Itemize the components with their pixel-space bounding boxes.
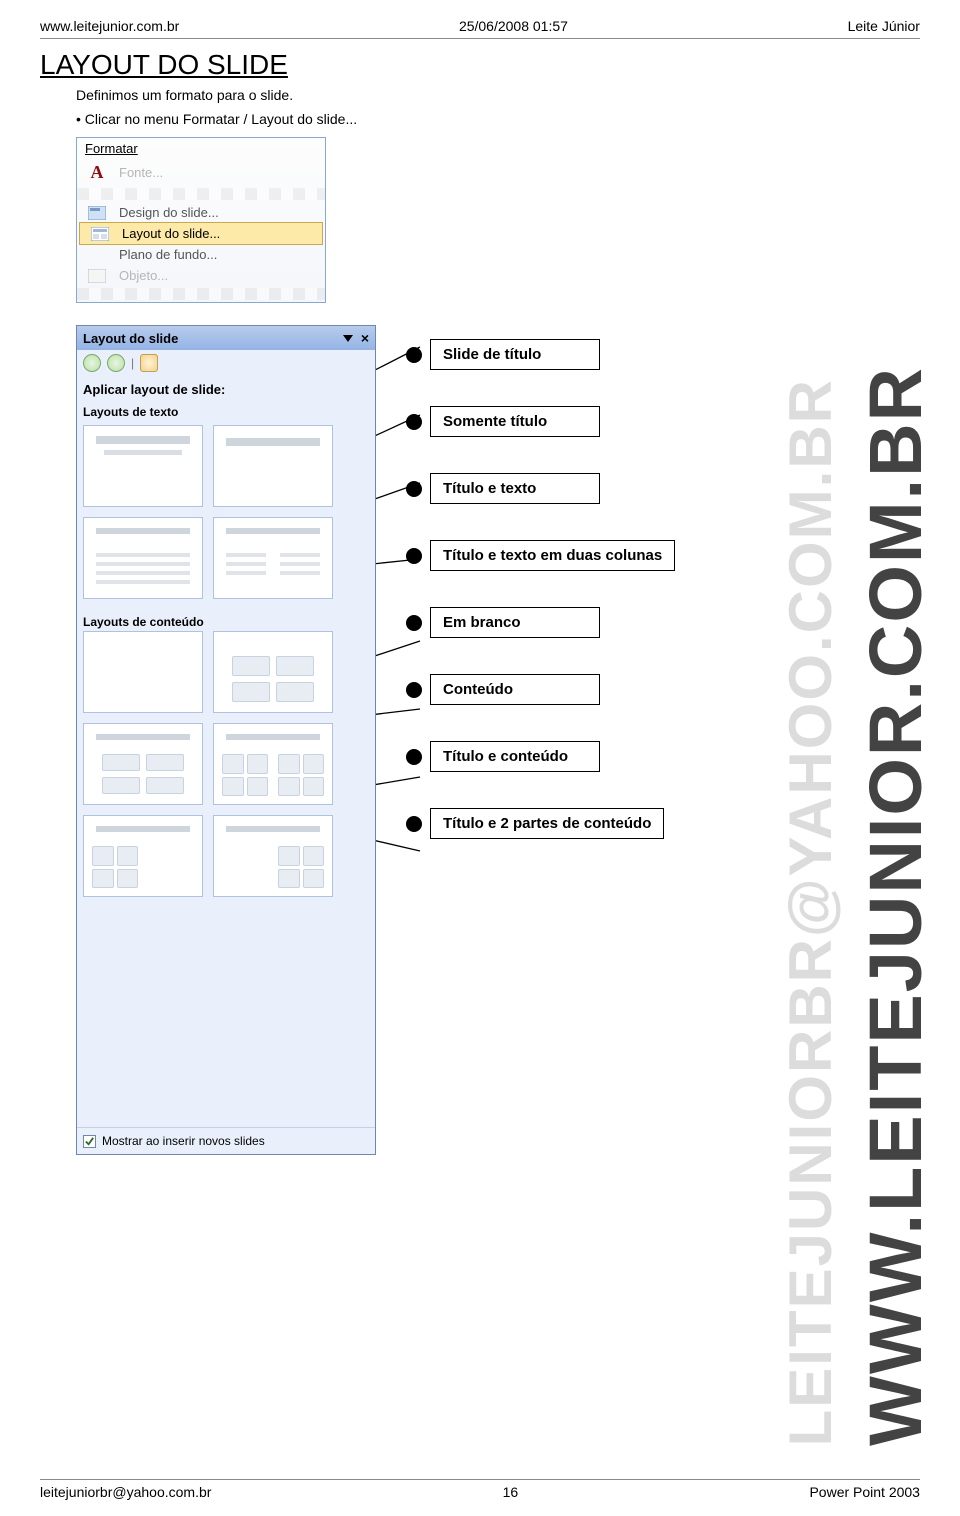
menu-item-fonte[interactable]: A Fonte...	[77, 159, 325, 186]
callout-slide-titulo: Slide de título	[430, 339, 600, 370]
menu-label: Plano de fundo...	[119, 247, 217, 262]
intro-text: Definimos um formato para o slide.	[76, 87, 920, 103]
design-icon	[83, 206, 111, 220]
menu-label: Layout do slide...	[122, 226, 220, 241]
layout-slide-titulo[interactable]	[83, 425, 203, 507]
callout-dot	[406, 816, 422, 832]
group-content-layouts: Layouts de conteúdo	[83, 609, 369, 631]
callout-dot	[406, 414, 422, 430]
task-pane-title: Layout do slide	[83, 331, 178, 346]
menu-separator	[77, 288, 325, 300]
menu-label: Fonte...	[119, 165, 163, 180]
footer-center: 16	[503, 1484, 519, 1500]
footer-right: Power Point 2003	[809, 1484, 920, 1500]
nav-back-icon[interactable]	[83, 354, 101, 372]
close-icon[interactable]: ×	[361, 330, 369, 346]
format-menu: Formatar A Fonte... Design do slide... L…	[76, 137, 326, 303]
nav-forward-icon[interactable]	[107, 354, 125, 372]
layout-icon	[86, 227, 114, 241]
page-title: LAYOUT DO SLIDE	[40, 49, 920, 81]
layout-em-branco[interactable]	[83, 631, 203, 713]
layout-conteudo[interactable]	[213, 631, 333, 713]
format-menu-title: Formatar	[77, 138, 325, 159]
menu-item-layout[interactable]: Layout do slide...	[79, 222, 323, 245]
apply-heading: Aplicar layout de slide:	[77, 376, 375, 399]
page-footer: leitejuniorbr@yahoo.com.br 16 Power Poin…	[40, 1479, 920, 1500]
callout-dot	[406, 548, 422, 564]
page-header: www.leitejunior.com.br 25/06/2008 01:57 …	[40, 18, 920, 39]
callout-dot	[406, 615, 422, 631]
layout-titulo-texto[interactable]	[83, 517, 203, 599]
dropdown-icon[interactable]	[343, 335, 353, 342]
nav-home-icon[interactable]	[140, 354, 158, 372]
menu-separator	[77, 188, 325, 200]
menu-label: Objeto...	[119, 268, 168, 283]
menu-label: Design do slide...	[119, 205, 219, 220]
header-right: Leite Júnior	[848, 18, 920, 34]
show-checkbox-label: Mostrar ao inserir novos slides	[102, 1134, 265, 1148]
layout-titulo-2partes[interactable]	[213, 723, 333, 805]
layout-titulo-texto-2col[interactable]	[213, 517, 333, 599]
layout-area: Layout do slide × | Aplicar layout de sl…	[76, 325, 920, 1165]
menu-item-design[interactable]: Design do slide...	[77, 202, 325, 223]
menu-item-objeto[interactable]: Objeto...	[77, 265, 325, 286]
callout-titulo-conteudo: Título e conteúdo	[430, 741, 600, 772]
callout-dot	[406, 347, 422, 363]
layout-task-pane: Layout do slide × | Aplicar layout de sl…	[76, 325, 376, 1155]
header-center: 25/06/2008 01:57	[459, 18, 568, 34]
callout-dot	[406, 682, 422, 698]
callout-dot	[406, 749, 422, 765]
font-a-icon: A	[83, 162, 111, 183]
object-icon	[83, 269, 111, 283]
group-text-layouts: Layouts de texto	[77, 399, 375, 421]
task-pane-nav: |	[77, 350, 375, 376]
layout-titulo-conteudo[interactable]	[83, 723, 203, 805]
show-new-slides-checkbox[interactable]	[83, 1135, 96, 1148]
task-pane-titlebar: Layout do slide ×	[77, 326, 375, 350]
page: www.leitejunior.com.br 25/06/2008 01:57 …	[0, 0, 960, 1516]
callout-conteudo: Conteúdo	[430, 674, 600, 705]
layout-somente-titulo[interactable]	[213, 425, 333, 507]
callout-dot	[406, 481, 422, 497]
callout-titulo-2partes: Título e 2 partes de conteúdo	[430, 808, 664, 839]
menu-item-plano[interactable]: Plano de fundo...	[77, 244, 325, 265]
callout-em-branco: Em branco	[430, 607, 600, 638]
header-left: www.leitejunior.com.br	[40, 18, 179, 34]
callout-titulo-texto: Título e texto	[430, 473, 600, 504]
callouts: Slide de título Somente título Título e …	[406, 333, 675, 875]
task-pane-footer: Mostrar ao inserir novos slides	[77, 1127, 375, 1154]
layout-extra-2[interactable]	[213, 815, 333, 897]
footer-left: leitejuniorbr@yahoo.com.br	[40, 1484, 211, 1500]
callout-somente-titulo: Somente título	[430, 406, 600, 437]
callout-titulo-texto-2col: Título e texto em duas colunas	[430, 540, 675, 571]
layout-extra-1[interactable]	[83, 815, 203, 897]
instruction-bullet: Clicar no menu Formatar / Layout do slid…	[76, 111, 920, 127]
